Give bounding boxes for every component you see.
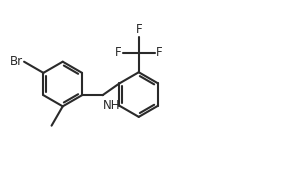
Text: F: F <box>115 46 122 59</box>
Text: NH: NH <box>103 99 121 112</box>
Text: F: F <box>135 23 142 36</box>
Text: Br: Br <box>10 55 23 68</box>
Text: F: F <box>156 46 162 59</box>
